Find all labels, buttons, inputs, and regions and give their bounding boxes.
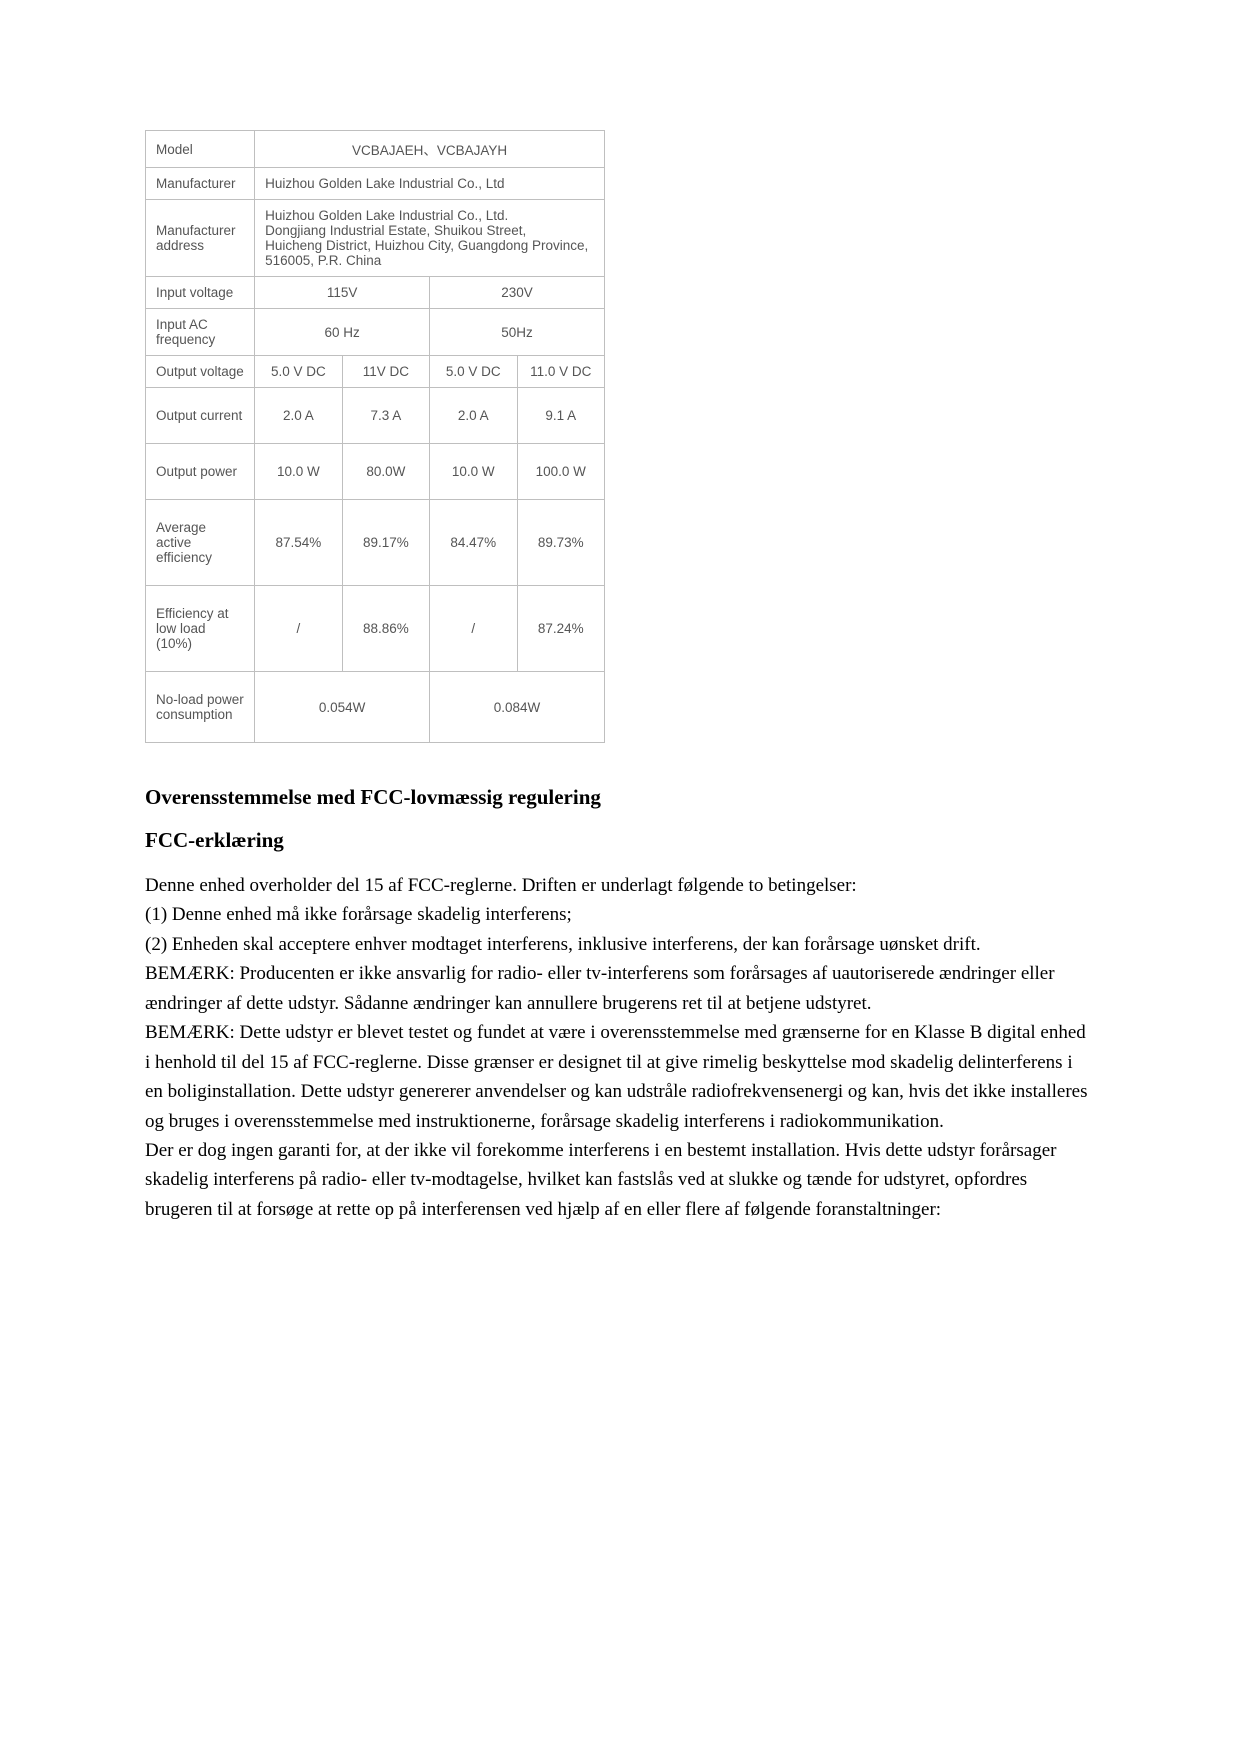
cell-value: 50Hz xyxy=(430,309,605,356)
cell-label: No-load power consumption xyxy=(146,672,255,743)
table-row: Model VCBAJAEH、VCBAJAYH xyxy=(146,131,605,168)
table-row: No-load power consumption 0.054W 0.084W xyxy=(146,672,605,743)
cell-label: Input AC frequency xyxy=(146,309,255,356)
table-row: Manufacturer address Huizhou Golden Lake… xyxy=(146,200,605,277)
cell-value: 0.054W xyxy=(255,672,430,743)
cell-value: 0.084W xyxy=(430,672,605,743)
section-heading-fcc-statement: FCC-erklæring xyxy=(145,828,1095,853)
cell-value: 89.73% xyxy=(517,500,604,586)
cell-value: / xyxy=(255,586,342,672)
cell-value: 115V xyxy=(255,277,430,309)
paragraph: BEMÆRK: Producenten er ikke ansvarlig fo… xyxy=(145,959,1095,1018)
cell-value: VCBAJAEH、VCBAJAYH xyxy=(255,131,605,168)
cell-value: Huizhou Golden Lake Industrial Co., Ltd.… xyxy=(255,200,605,277)
cell-value: 87.24% xyxy=(517,586,604,672)
cell-value: 89.17% xyxy=(342,500,429,586)
cell-value: 11.0 V DC xyxy=(517,356,604,388)
table-row: Output voltage 5.0 V DC 11V DC 5.0 V DC … xyxy=(146,356,605,388)
cell-value: / xyxy=(430,586,517,672)
table-row: Input AC frequency 60 Hz 50Hz xyxy=(146,309,605,356)
paragraph: (2) Enheden skal acceptere enhver modtag… xyxy=(145,930,1095,959)
spec-table: Model VCBAJAEH、VCBAJAYH Manufacturer Hui… xyxy=(145,130,605,743)
paragraph: BEMÆRK: Dette udstyr er blevet testet og… xyxy=(145,1018,1095,1136)
cell-value: 2.0 A xyxy=(255,388,342,444)
cell-label: Output power xyxy=(146,444,255,500)
paragraph: Der er dog ingen garanti for, at der ikk… xyxy=(145,1136,1095,1224)
cell-value: 100.0 W xyxy=(517,444,604,500)
table-row: Output current 2.0 A 7.3 A 2.0 A 9.1 A xyxy=(146,388,605,444)
cell-label: Average active efficiency xyxy=(146,500,255,586)
cell-value: 5.0 V DC xyxy=(255,356,342,388)
cell-label: Output current xyxy=(146,388,255,444)
table-row: Average active efficiency 87.54% 89.17% … xyxy=(146,500,605,586)
table-row: Output power 10.0 W 80.0W 10.0 W 100.0 W xyxy=(146,444,605,500)
cell-value: 60 Hz xyxy=(255,309,430,356)
cell-label: Efficiency at low load (10%) xyxy=(146,586,255,672)
cell-value: 87.54% xyxy=(255,500,342,586)
cell-value: 84.47% xyxy=(430,500,517,586)
cell-label: Input voltage xyxy=(146,277,255,309)
cell-value: 11V DC xyxy=(342,356,429,388)
table-row: Input voltage 115V 230V xyxy=(146,277,605,309)
cell-label: Manufacturer address xyxy=(146,200,255,277)
paragraph: (1) Denne enhed må ikke forårsage skadel… xyxy=(145,900,1095,929)
cell-value: 7.3 A xyxy=(342,388,429,444)
table-row: Manufacturer Huizhou Golden Lake Industr… xyxy=(146,168,605,200)
body-text-block: Denne enhed overholder del 15 af FCC-reg… xyxy=(145,871,1095,1224)
cell-value: 5.0 V DC xyxy=(430,356,517,388)
cell-value: 9.1 A xyxy=(517,388,604,444)
cell-value: Huizhou Golden Lake Industrial Co., Ltd xyxy=(255,168,605,200)
table-row: Efficiency at low load (10%) / 88.86% / … xyxy=(146,586,605,672)
cell-label: Manufacturer xyxy=(146,168,255,200)
cell-value: 10.0 W xyxy=(255,444,342,500)
cell-value: 80.0W xyxy=(342,444,429,500)
cell-label: Output voltage xyxy=(146,356,255,388)
cell-label: Model xyxy=(146,131,255,168)
cell-value: 88.86% xyxy=(342,586,429,672)
section-heading-fcc-compliance: Overensstemmelse med FCC-lovmæssig regul… xyxy=(145,785,1095,810)
document-page: Model VCBAJAEH、VCBAJAYH Manufacturer Hui… xyxy=(0,0,1240,1755)
paragraph: Denne enhed overholder del 15 af FCC-reg… xyxy=(145,871,1095,900)
cell-value: 2.0 A xyxy=(430,388,517,444)
cell-value: 10.0 W xyxy=(430,444,517,500)
cell-value: 230V xyxy=(430,277,605,309)
